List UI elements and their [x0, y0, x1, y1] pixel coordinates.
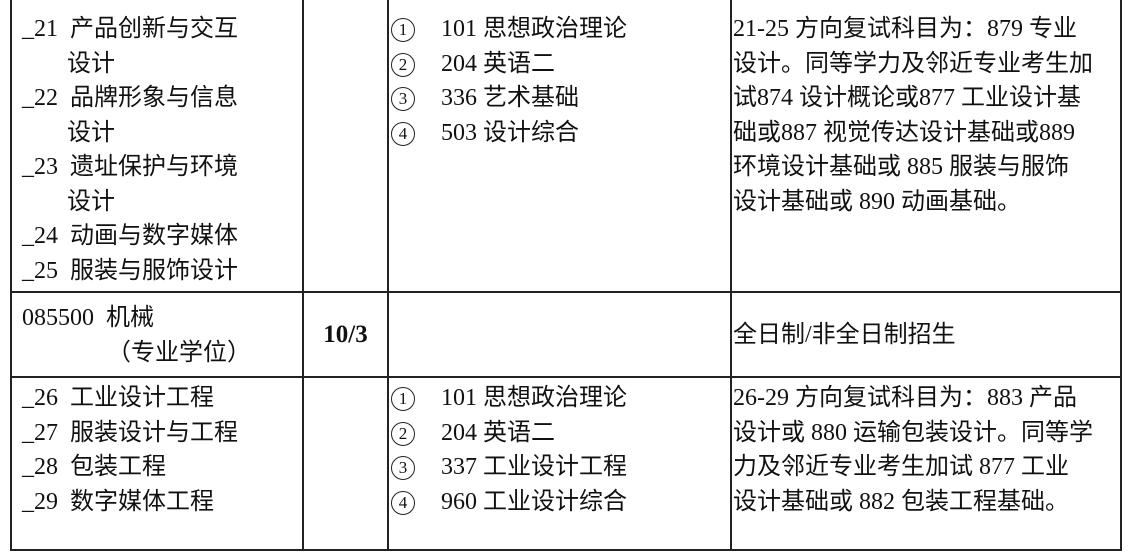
notes-line: 设计。同等学力及邻近专业考生加 — [733, 50, 1093, 77]
notes-line: 21-25 方向复试科目为：879 专业 — [733, 16, 1077, 42]
direction-name: 服装设计与工程 — [70, 419, 238, 446]
table-border — [10, 0, 12, 551]
row-divider — [10, 549, 1122, 551]
subject-text: 101 思想政治理论 — [441, 385, 627, 411]
direction-name: 品牌形象与信息 — [70, 85, 238, 111]
direction-code: _27 — [22, 419, 58, 446]
major-code-name: 085500 机械 — [22, 305, 154, 331]
direction-item: _22 品牌形象与信息 — [22, 81, 238, 116]
direction-name: 数字媒体工程 — [70, 488, 214, 515]
circled-number: 3 — [391, 456, 415, 481]
row-divider — [10, 376, 1122, 378]
table-border — [1120, 0, 1122, 551]
notes: 全日制/非全日制招生 — [733, 318, 956, 353]
subject-list: 1 101 思想政治理论 2 204 英语二 3 336 艺术基础 4 503 设计综合 — [391, 12, 627, 150]
subject-item: 4 960 工业设计综合 — [391, 485, 627, 520]
direction-item: _27 服装设计与工程 — [22, 416, 238, 451]
subject-text: 503 设计综合 — [441, 119, 579, 146]
direction-name-cont: 设计 — [67, 188, 115, 215]
circled-number: 3 — [391, 87, 415, 112]
notes-line: 环境设计基础或 885 服装与服饰 — [733, 154, 1069, 180]
subject-item: 4 503 设计综合 — [391, 116, 627, 151]
direction-code: _22 — [22, 85, 58, 111]
direction-code: _21 — [22, 16, 58, 42]
notes-line: 全日制/非全日制招生 — [733, 322, 956, 348]
direction-name: 服装与服饰设计 — [70, 257, 238, 284]
direction-name: 产品创新与交互 — [70, 16, 238, 42]
subject-item: 1 101 思想政治理论 — [391, 12, 627, 47]
direction-item: _25 服装与服饰设计 — [22, 254, 238, 289]
direction-list: _26 工业设计工程 _27 服装设计与工程 _28 包装工程 _29 数字媒体… — [22, 381, 238, 519]
column-divider — [302, 0, 304, 551]
subject-item: 1 101 思想政治理论 — [391, 381, 627, 416]
circled-number: 2 — [391, 421, 415, 446]
notes: 21-25 方向复试科目为：879 专业 设计。同等学力及邻近专业考生加 试87… — [733, 12, 1093, 219]
direction-item: _28 包装工程 — [22, 450, 238, 485]
major-type: （专业学位） — [107, 339, 251, 366]
admissions-table: _21 产品创新与交互 设计 _22 品牌形象与信息 设计 _23 遗址保护与环… — [10, 0, 1122, 551]
direction-name-cont: 设计 — [67, 119, 115, 146]
subject-text: 204 英语二 — [441, 419, 555, 446]
direction-name: 遗址保护与环境 — [70, 154, 238, 180]
enrollment-quota: 10/3 — [323, 321, 368, 348]
direction-item: _24 动画与数字媒体 — [22, 219, 238, 254]
subject-text: 960 工业设计综合 — [441, 488, 627, 515]
notes-line: 设计基础或 890 动画基础。 — [733, 188, 1021, 215]
direction-code: _29 — [22, 488, 58, 515]
column-divider — [387, 0, 389, 551]
direction-name: 包装工程 — [70, 454, 166, 480]
notes-line: 力及邻近专业考生加试 877 工业 — [733, 454, 1069, 480]
circled-number: 2 — [391, 52, 415, 77]
direction-code: _23 — [22, 154, 58, 180]
subject-text: 337 工业设计工程 — [441, 454, 627, 480]
notes-line: 26-29 方向复试科目为：883 产品 — [733, 385, 1077, 411]
circled-number: 4 — [391, 490, 415, 515]
subject-text: 101 思想政治理论 — [441, 16, 627, 42]
direction-name: 动画与数字媒体 — [70, 223, 238, 249]
subject-item: 3 336 艺术基础 — [391, 81, 627, 116]
subject-item: 2 204 英语二 — [391, 416, 627, 451]
subject-item: 3 337 工业设计工程 — [391, 450, 627, 485]
circled-number: 1 — [391, 387, 415, 412]
direction-name-cont: 设计 — [67, 50, 115, 77]
direction-item: _23 遗址保护与环境 — [22, 150, 238, 185]
direction-item: _29 数字媒体工程 — [22, 485, 238, 520]
row-divider — [10, 291, 1122, 293]
direction-name: 工业设计工程 — [70, 385, 214, 411]
subject-list: 1 101 思想政治理论 2 204 英语二 3 337 工业设计工程 4 960 工业… — [391, 381, 627, 519]
subject-item: 2 204 英语二 — [391, 47, 627, 82]
direction-item: _26 工业设计工程 — [22, 381, 238, 416]
direction-code: _26 — [22, 385, 58, 411]
notes-line: 设计或 880 运输包装设计。同等学 — [733, 419, 1093, 446]
direction-code: _24 — [22, 223, 58, 249]
circled-number: 1 — [391, 18, 415, 43]
subject-text: 336 艺术基础 — [441, 85, 579, 111]
circled-number: 4 — [391, 121, 415, 146]
notes-line: 试874 设计概论或877 工业设计基 — [733, 85, 1081, 111]
direction-code: _25 — [22, 257, 58, 284]
subject-text: 204 英语二 — [441, 50, 555, 77]
direction-list: _21 产品创新与交互 设计 _22 品牌形象与信息 设计 _23 遗址保护与环… — [22, 12, 238, 288]
notes-line: 础或887 视觉传达设计基础或889 — [733, 119, 1075, 146]
direction-code: _28 — [22, 454, 58, 480]
notes: 26-29 方向复试科目为：883 产品 设计或 880 运输包装设计。同等学 … — [733, 381, 1093, 519]
direction-item: _21 产品创新与交互 — [22, 12, 238, 47]
major-cell: 085500 机械 （专业学位） — [22, 301, 251, 370]
column-divider — [730, 0, 732, 551]
notes-line: 设计基础或 882 包装工程基础。 — [733, 488, 1069, 515]
